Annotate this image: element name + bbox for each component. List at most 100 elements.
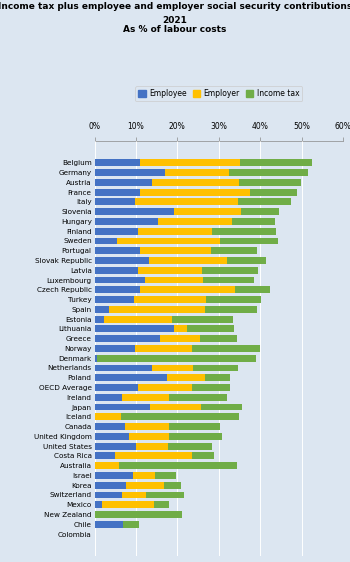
Bar (94, 267, 138, 274)
Bar (108, 306, 205, 313)
Bar (174, 325, 187, 332)
Bar (219, 238, 278, 244)
Bar (126, 482, 164, 488)
Bar (94, 463, 119, 469)
Bar (94, 169, 165, 176)
Bar (200, 336, 237, 342)
Bar (174, 209, 241, 215)
Bar (94, 228, 138, 234)
Bar (169, 394, 227, 401)
Bar (140, 160, 240, 166)
Bar (205, 374, 230, 381)
Bar (125, 423, 169, 430)
Bar (133, 472, 155, 479)
Bar (138, 228, 212, 234)
Bar (94, 336, 160, 342)
Bar (94, 325, 174, 332)
Bar (149, 257, 227, 264)
Bar (201, 404, 241, 410)
Bar (152, 365, 193, 371)
Bar (140, 189, 250, 196)
Bar (167, 374, 205, 381)
Bar (172, 316, 233, 323)
Bar (121, 414, 239, 420)
Bar (124, 521, 139, 528)
Bar (138, 384, 192, 391)
Bar (122, 394, 169, 401)
Bar (94, 247, 140, 254)
Bar (135, 198, 238, 205)
Bar (154, 501, 169, 508)
Bar (169, 433, 222, 440)
Bar (135, 345, 192, 352)
Bar (94, 160, 140, 166)
Bar (94, 209, 174, 215)
Bar (94, 423, 125, 430)
Bar (102, 501, 154, 508)
Bar (240, 160, 312, 166)
Bar (94, 179, 153, 186)
Bar (129, 433, 169, 440)
Bar (140, 287, 235, 293)
Bar (250, 189, 298, 196)
Bar (94, 296, 134, 303)
Bar (169, 423, 219, 430)
Bar (115, 452, 192, 459)
Bar (94, 433, 129, 440)
Bar (94, 492, 122, 498)
Bar (94, 482, 126, 488)
Bar (192, 345, 260, 352)
Bar (153, 179, 239, 186)
Bar (94, 501, 101, 508)
Bar (94, 198, 135, 205)
Text: As % of labour costs: As % of labour costs (123, 25, 227, 34)
Bar (97, 355, 256, 361)
Bar (94, 443, 136, 450)
Bar (164, 482, 181, 488)
Bar (94, 355, 97, 361)
Bar (160, 336, 200, 342)
Bar (202, 267, 258, 274)
Bar (94, 218, 158, 225)
Bar (155, 472, 176, 479)
Bar (235, 287, 270, 293)
Bar (134, 296, 206, 303)
Bar (212, 228, 276, 234)
Bar (138, 267, 202, 274)
Bar (94, 316, 104, 323)
Bar (140, 247, 211, 254)
Bar (94, 238, 117, 244)
Bar (94, 414, 121, 420)
Bar (94, 345, 135, 352)
Bar (136, 443, 168, 450)
Bar (187, 325, 234, 332)
Bar (238, 198, 291, 205)
Legend: Employee, Employer, Income tax: Employee, Employer, Income tax (135, 86, 302, 101)
Bar (203, 277, 254, 283)
Bar (241, 209, 279, 215)
Bar (158, 218, 232, 225)
Text: 2021: 2021 (162, 16, 188, 25)
Bar (94, 521, 124, 528)
Bar (239, 179, 301, 186)
Bar (145, 277, 203, 283)
Bar (94, 277, 145, 283)
Bar (211, 247, 257, 254)
Bar (94, 287, 140, 293)
Bar (229, 169, 308, 176)
Bar (119, 463, 237, 469)
Bar (206, 296, 261, 303)
Bar (193, 365, 238, 371)
Bar (94, 384, 138, 391)
Bar (94, 374, 167, 381)
Bar (94, 189, 140, 196)
Bar (146, 492, 184, 498)
Bar (94, 257, 149, 264)
Bar (94, 472, 133, 479)
Bar (150, 404, 201, 410)
Bar (117, 238, 219, 244)
Bar (94, 394, 122, 401)
Bar (94, 452, 115, 459)
Bar (94, 404, 150, 410)
Bar (205, 306, 257, 313)
